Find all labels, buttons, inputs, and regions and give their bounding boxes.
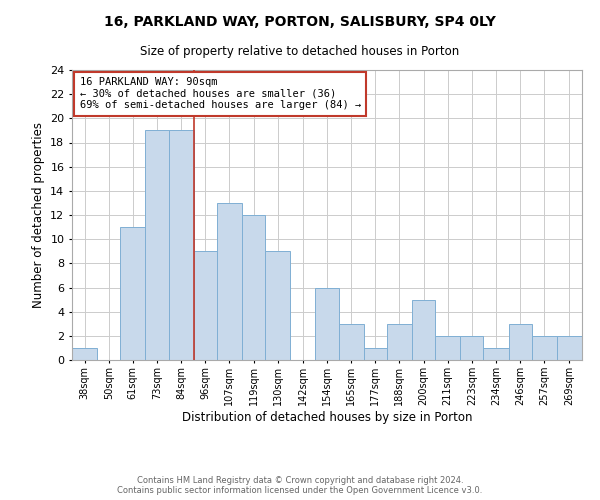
- Bar: [532, 336, 557, 360]
- Bar: [265, 251, 290, 360]
- Bar: [412, 300, 435, 360]
- Y-axis label: Number of detached properties: Number of detached properties: [32, 122, 44, 308]
- Bar: [145, 130, 169, 360]
- Bar: [242, 215, 265, 360]
- Text: 16, PARKLAND WAY, PORTON, SALISBURY, SP4 0LY: 16, PARKLAND WAY, PORTON, SALISBURY, SP4…: [104, 15, 496, 29]
- Bar: [484, 348, 509, 360]
- Bar: [509, 324, 532, 360]
- Bar: [460, 336, 484, 360]
- Bar: [387, 324, 412, 360]
- Bar: [194, 251, 217, 360]
- Bar: [120, 227, 145, 360]
- Text: Contains HM Land Registry data © Crown copyright and database right 2024.
Contai: Contains HM Land Registry data © Crown c…: [118, 476, 482, 495]
- Bar: [217, 203, 242, 360]
- Bar: [364, 348, 387, 360]
- Text: Size of property relative to detached houses in Porton: Size of property relative to detached ho…: [140, 45, 460, 58]
- Bar: [557, 336, 582, 360]
- Bar: [316, 288, 338, 360]
- Bar: [435, 336, 460, 360]
- X-axis label: Distribution of detached houses by size in Porton: Distribution of detached houses by size …: [182, 410, 472, 424]
- Bar: [338, 324, 364, 360]
- Bar: [72, 348, 97, 360]
- Text: 16 PARKLAND WAY: 90sqm
← 30% of detached houses are smaller (36)
69% of semi-det: 16 PARKLAND WAY: 90sqm ← 30% of detached…: [80, 77, 361, 110]
- Bar: [169, 130, 194, 360]
